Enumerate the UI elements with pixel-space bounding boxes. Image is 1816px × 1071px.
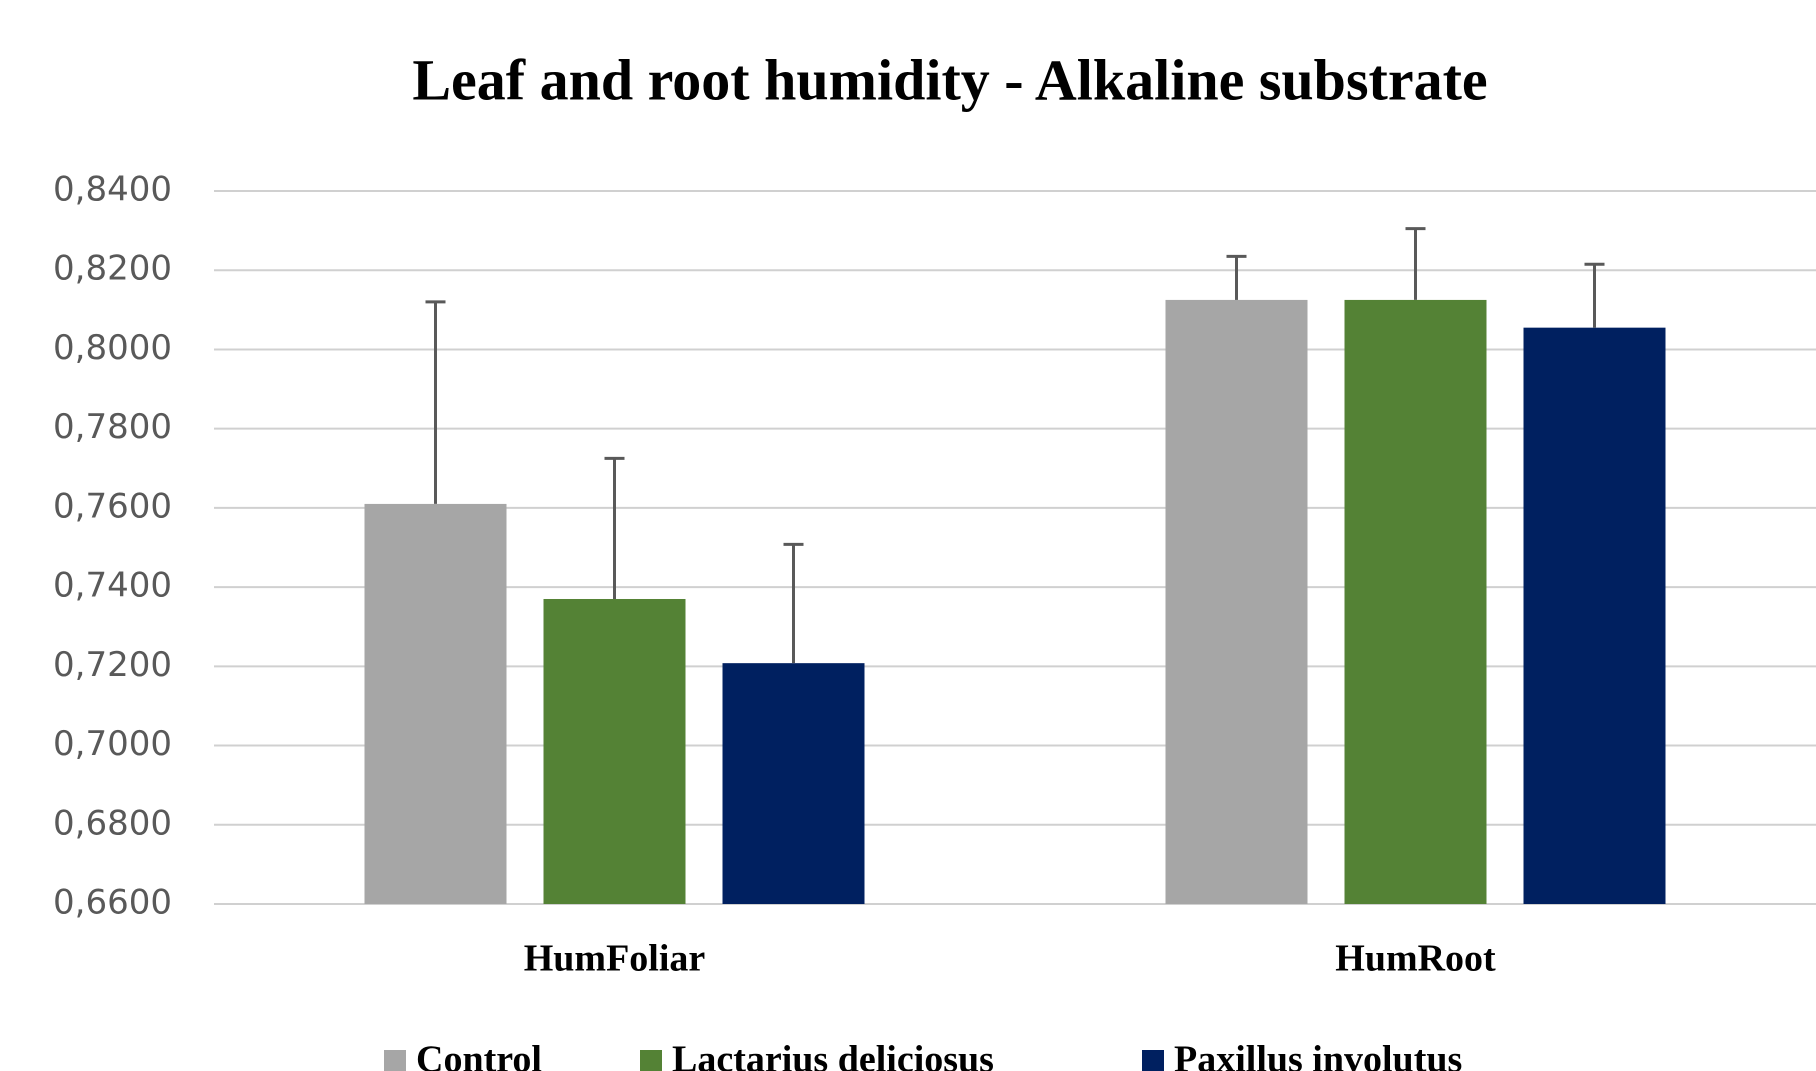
bar (364, 503, 507, 904)
y-tick-label: 0,7800 (53, 407, 172, 447)
error-bar (604, 456, 625, 599)
legend-swatch (640, 1050, 662, 1071)
error-bar (1584, 262, 1605, 328)
y-tick-label: 0,7000 (53, 724, 172, 764)
legend-label: Lactarius deliciosus (672, 1039, 994, 1071)
legend-swatch (384, 1050, 406, 1071)
bar (543, 598, 686, 904)
chart-title: Leaf and root humidity - Alkaline substr… (412, 47, 1487, 112)
bar (722, 663, 865, 904)
x-tick-label: HumRoot (1335, 938, 1496, 980)
y-tick-label: 0,6800 (53, 803, 172, 843)
bar (1523, 327, 1666, 904)
legend-label: Paxillus involutus (1174, 1039, 1462, 1071)
error-bar (1226, 254, 1247, 300)
legend-label: Control (416, 1039, 542, 1071)
y-tick-label: 0,7600 (53, 486, 172, 526)
y-tick-label: 0,8400 (53, 170, 172, 210)
error-bar (1405, 227, 1426, 300)
x-tick-label: HumFoliar (524, 938, 706, 980)
bar (1344, 299, 1487, 904)
error-bar (425, 300, 446, 504)
y-tick-label: 0,8000 (53, 328, 172, 368)
y-tick-label: 0,8200 (53, 249, 172, 289)
legend-swatch (1142, 1050, 1164, 1071)
bar (1165, 299, 1308, 904)
y-tick-label: 0,6600 (53, 883, 172, 923)
error-bar (783, 542, 804, 664)
y-tick-label: 0,7400 (53, 566, 172, 606)
y-tick-label: 0,7200 (53, 645, 172, 685)
